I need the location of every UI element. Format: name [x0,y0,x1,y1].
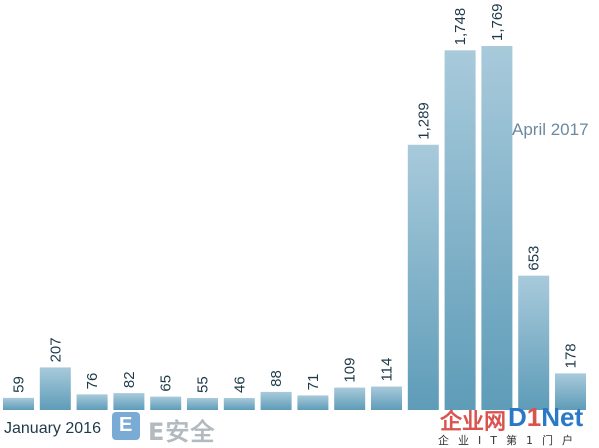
bars-group [3,46,586,411]
bar [76,394,108,410]
bar [297,395,329,410]
bar [371,386,402,410]
bar [518,275,550,410]
bar-value-label: 653 [526,246,543,271]
bar-value-label: 71 [305,374,322,391]
bar-value-label: 76 [84,373,101,390]
bar-value-label: 1,748 [452,8,469,46]
bar-value-label: 207 [47,337,64,362]
bar-value-label: 178 [563,343,580,368]
bar-value-label: 1,769 [489,3,506,41]
bar [407,144,439,410]
bar [555,373,586,410]
bar-value-label: 46 [231,376,248,393]
esafe-logo-icon: E [112,412,140,440]
bar-value-label: 109 [342,358,359,383]
bar-value-label: 82 [121,371,138,388]
esafe-watermark-text: E安全 [148,418,216,446]
bar-value-label: 65 [158,375,175,392]
bar [444,50,476,411]
value-labels-group: 59 207 76 82 65 55 46 88 71 109 114 1,289 1,748 1,769… [11,3,580,393]
bar [334,387,366,410]
bar [223,398,255,410]
bar-value-label: 88 [268,370,285,387]
d1net-subtitle: 企业IT第1门户 [438,434,582,447]
bar-value-label: 55 [195,376,212,393]
bar-value-label: 1,289 [415,102,432,140]
bar-value-label: 59 [11,376,28,393]
bar [113,393,145,410]
bar [260,391,292,410]
x-axis-end-label: April 2017 [512,120,589,139]
esafe-watermark: E E安全 [112,412,232,446]
bar [481,46,513,410]
bar-value-label: 114 [379,358,396,382]
x-axis-start-label: January 2016 [4,420,101,437]
d1net-watermark: 企业网 D1Net 企业IT第1门户 [436,402,599,448]
bar [187,398,218,410]
d1net-cn-text: 企业网 [440,410,507,435]
bar [150,396,182,410]
d1net-logo-text: D1Net [508,402,584,432]
bar [3,397,34,410]
bar [39,367,71,410]
